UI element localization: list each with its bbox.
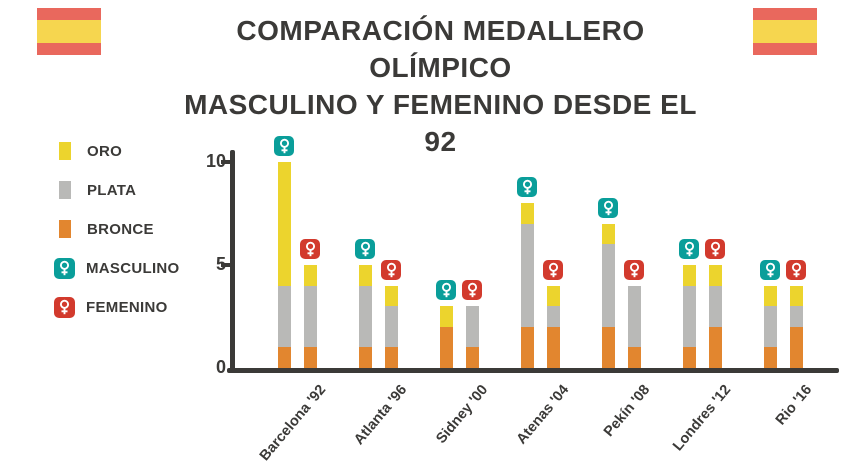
flag-stripe-yellow [37, 19, 101, 44]
bar-segment-masculino-bronce [277, 347, 291, 368]
bar-segment-femenino-bronce [303, 347, 317, 368]
bar-segment-masculino-plata [601, 244, 615, 327]
y-tick-mark [221, 160, 230, 164]
femenino-gender-badge [624, 259, 644, 280]
bar-segment-femenino-oro [546, 285, 560, 307]
x-axis-category-label: Rio '16 [772, 382, 816, 429]
legend-item-bronce: BRONCE [54, 218, 180, 240]
spain-flag-icon [37, 8, 101, 55]
x-axis-category-label: Barcelona '92 [256, 382, 330, 465]
y-tick-label: 0 [215, 357, 226, 377]
femenino-gender-badge [786, 259, 806, 280]
bar-segment-masculino-oro [277, 162, 291, 286]
masculino-gender-badge [355, 239, 375, 259]
legend-label-oro: ORO [87, 142, 123, 160]
x-axis-category-label: Pekín '08 [600, 382, 654, 441]
chart-legend: ORO PLATA BRONCE MASCULINO FEMENINO [54, 140, 180, 335]
flag-stripe-red [37, 43, 101, 55]
femenino-gender-badge [705, 239, 725, 259]
bar-segment-masculino-plata [277, 285, 291, 348]
bar-segment-femenino-bronce [789, 326, 803, 368]
bar-segment-femenino-plata [303, 285, 317, 348]
bar-segment-femenino-plata [627, 285, 641, 348]
femenino-gender-badge [462, 280, 482, 301]
masculino-gender-badge [679, 239, 699, 259]
bar-segment-femenino-plata [465, 306, 479, 348]
bar-segment-masculino-bronce [682, 347, 696, 368]
x-axis-category-label: Londres '12 [670, 382, 735, 455]
oro-color-swatch [54, 142, 76, 160]
bar-segment-femenino-plata [384, 306, 398, 348]
bar-segment-masculino-bronce [520, 326, 534, 368]
masculino-gender-badge [436, 280, 456, 301]
bar-segment-femenino-plata [789, 306, 803, 327]
title-line-1: COMPARACIÓN MEDALLERO OLÍMPICO [236, 15, 645, 83]
bar-segment-femenino-oro [384, 285, 398, 307]
bar-segment-masculino-oro [358, 265, 372, 286]
flag-stripe-red [753, 43, 817, 55]
gender-symbol-icon [54, 296, 75, 318]
y-tick-label: 10 [205, 151, 226, 171]
bar-segment-femenino-bronce [546, 326, 560, 368]
masculino-gender-badge [274, 136, 294, 156]
bar-segment-masculino-oro [763, 285, 777, 307]
legend-item-masculino: MASCULINO [54, 257, 180, 279]
flag-stripe-yellow [753, 19, 817, 44]
bar-segment-femenino-oro [303, 265, 317, 286]
bar-segment-masculino-oro [520, 203, 534, 224]
bar-segment-masculino-plata [763, 306, 777, 348]
gender-symbol-icon [54, 257, 75, 279]
bar-segment-femenino-bronce [627, 347, 641, 368]
bar-segment-masculino-plata [520, 223, 534, 327]
spain-flag-icon [753, 8, 817, 55]
femenino-gender-badge [300, 239, 320, 259]
masculino-gender-badge [598, 197, 618, 218]
x-axis-line [227, 368, 839, 373]
bar-segment-masculino-bronce [763, 347, 777, 368]
femenino-gender-badge [543, 259, 563, 280]
bar-segment-femenino-bronce [465, 347, 479, 368]
bar-segment-masculino-bronce [601, 326, 615, 368]
bar-segment-femenino-plata [708, 285, 722, 327]
bar-segment-masculino-plata [682, 285, 696, 348]
y-axis-line [230, 150, 235, 372]
legend-label-bronce: BRONCE [87, 220, 154, 238]
legend-label-femenino: FEMENINO [86, 298, 168, 316]
title-line-2: MASCULINO Y FEMENINO DESDE EL 92 [184, 89, 697, 157]
masculino-gender-badge [760, 259, 780, 280]
bar-segment-masculino-bronce [439, 326, 453, 368]
legend-label-plata: PLATA [87, 181, 137, 199]
legend-label-masculino: MASCULINO [86, 259, 180, 277]
masculino-gender-badge [517, 177, 537, 198]
y-tick-label: 5 [194, 254, 226, 275]
legend-item-femenino: FEMENINO [54, 296, 180, 318]
x-axis-category-label: Sidney '00 [433, 382, 492, 447]
bar-segment-femenino-plata [546, 306, 560, 327]
flag-stripe-red [753, 8, 817, 20]
bar-segment-femenino-bronce [708, 326, 722, 368]
y-tick-mark [221, 263, 230, 267]
bronce-color-swatch [54, 220, 76, 238]
bar-segment-masculino-plata [358, 285, 372, 348]
bar-segment-masculino-oro [601, 223, 615, 245]
bar-segment-masculino-bronce [358, 347, 372, 368]
bar-segment-femenino-bronce [384, 347, 398, 368]
plata-color-swatch [54, 181, 76, 199]
legend-item-plata: PLATA [54, 179, 180, 201]
bar-segment-femenino-oro [708, 265, 722, 286]
femenino-gender-badge [381, 259, 401, 280]
x-axis-category-label: Atlanta '96 [351, 382, 411, 449]
x-axis-category-label: Atenas '04 [513, 382, 573, 448]
page-title: COMPARACIÓN MEDALLERO OLÍMPICO MASCULINO… [168, 12, 713, 160]
flag-stripe-red [37, 8, 101, 20]
bar-segment-masculino-oro [439, 306, 453, 327]
bar-segment-masculino-oro [682, 265, 696, 286]
bar-segment-femenino-oro [789, 285, 803, 307]
legend-item-oro: ORO [54, 140, 180, 162]
